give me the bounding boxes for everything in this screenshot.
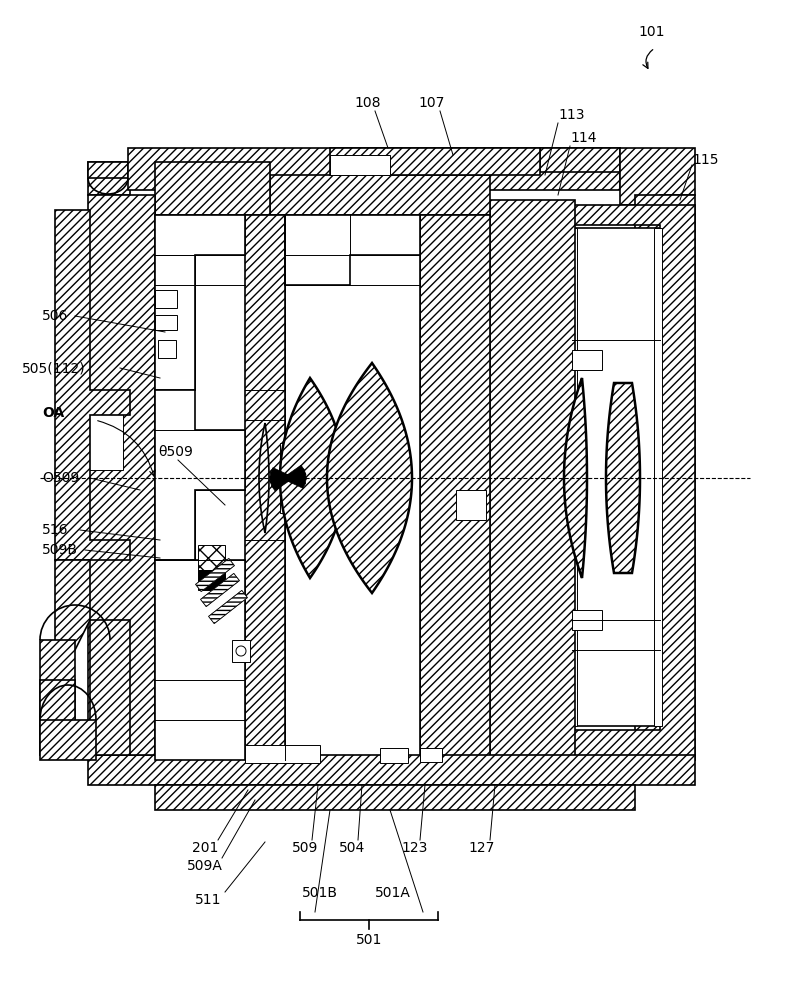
Polygon shape [280, 443, 292, 513]
Polygon shape [55, 560, 90, 755]
Polygon shape [209, 591, 247, 623]
Text: 101: 101 [638, 25, 664, 39]
Polygon shape [209, 591, 247, 623]
Text: 501A: 501A [375, 886, 411, 900]
Polygon shape [606, 383, 640, 573]
Polygon shape [270, 473, 306, 483]
Polygon shape [540, 148, 620, 172]
Polygon shape [420, 748, 442, 762]
Polygon shape [198, 570, 225, 590]
Text: θ509: θ509 [158, 445, 193, 459]
Polygon shape [201, 574, 239, 606]
Polygon shape [201, 574, 239, 606]
Polygon shape [232, 640, 250, 662]
Polygon shape [88, 162, 128, 178]
Polygon shape [270, 175, 490, 215]
Polygon shape [572, 228, 577, 726]
Polygon shape [245, 745, 320, 763]
Text: 115: 115 [692, 153, 719, 167]
Polygon shape [155, 162, 270, 215]
Polygon shape [272, 465, 305, 491]
Polygon shape [570, 205, 695, 760]
Text: OA: OA [42, 406, 65, 420]
Polygon shape [490, 200, 575, 760]
Text: 127: 127 [469, 841, 495, 855]
Polygon shape [330, 148, 540, 175]
Polygon shape [128, 148, 620, 190]
Polygon shape [196, 559, 235, 591]
Polygon shape [88, 755, 695, 785]
Text: 516: 516 [42, 523, 68, 537]
Polygon shape [158, 340, 176, 358]
Text: 504: 504 [339, 841, 365, 855]
Text: 107: 107 [419, 96, 445, 110]
Text: 509: 509 [292, 841, 318, 855]
Polygon shape [155, 390, 245, 560]
Polygon shape [270, 472, 306, 484]
Text: 505(112): 505(112) [22, 361, 86, 375]
Polygon shape [88, 390, 123, 470]
Polygon shape [155, 215, 245, 390]
Polygon shape [55, 210, 130, 560]
Polygon shape [155, 290, 177, 308]
Polygon shape [271, 468, 305, 488]
Polygon shape [196, 559, 235, 591]
Polygon shape [330, 155, 390, 175]
Text: 509B: 509B [42, 543, 78, 557]
Polygon shape [88, 195, 155, 755]
Polygon shape [155, 785, 635, 810]
Polygon shape [280, 378, 345, 578]
Text: 113: 113 [558, 108, 585, 122]
Polygon shape [327, 363, 412, 593]
Text: 123: 123 [402, 841, 428, 855]
Text: 114: 114 [570, 131, 597, 145]
Text: 509A: 509A [187, 859, 223, 873]
Text: 506: 506 [42, 309, 68, 323]
Polygon shape [40, 680, 75, 755]
Text: 108: 108 [355, 96, 381, 110]
Polygon shape [90, 620, 130, 755]
Polygon shape [259, 423, 269, 533]
Polygon shape [88, 162, 155, 195]
Polygon shape [420, 215, 490, 760]
Polygon shape [572, 610, 602, 630]
Polygon shape [198, 545, 225, 570]
Polygon shape [564, 378, 587, 578]
Text: 501: 501 [356, 933, 382, 947]
Polygon shape [155, 315, 177, 330]
Text: 501B: 501B [302, 886, 338, 900]
Text: 511: 511 [194, 893, 221, 907]
Polygon shape [245, 215, 285, 760]
Polygon shape [620, 148, 695, 205]
Polygon shape [635, 195, 695, 760]
Polygon shape [572, 350, 602, 370]
Polygon shape [654, 228, 662, 726]
Polygon shape [40, 720, 96, 760]
Polygon shape [380, 748, 408, 763]
Polygon shape [456, 490, 486, 520]
Text: O509: O509 [42, 471, 79, 485]
Polygon shape [40, 640, 75, 755]
Text: 201: 201 [192, 841, 218, 855]
Polygon shape [285, 215, 420, 285]
Polygon shape [572, 228, 659, 726]
Polygon shape [155, 560, 245, 760]
Polygon shape [270, 469, 306, 487]
